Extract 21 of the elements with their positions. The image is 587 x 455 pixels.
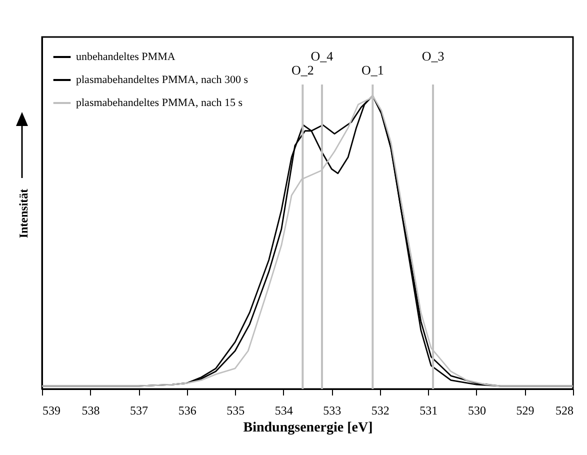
legend-label: unbehandeltes PMMA	[76, 51, 176, 63]
x-tick-label: 528	[556, 404, 574, 418]
x-tick-label: 537	[130, 404, 148, 418]
x-tick-label: 530	[468, 404, 486, 418]
x-tick-label: 533	[323, 404, 342, 418]
legend-label: plasmabehandeltes PMMA, nach 15 s	[76, 97, 242, 109]
x-tick-label: 538	[82, 404, 100, 418]
x-tick-label: 535	[226, 404, 245, 418]
x-tick-label: 529	[516, 404, 534, 418]
x-tick-label: 534	[274, 404, 293, 418]
ref-line-label: O_2	[291, 62, 314, 78]
ref-line-label: O_1	[361, 62, 384, 78]
ref-line-label: O_4	[310, 48, 334, 64]
x-axis-title: Bindungsenergie [eV]	[243, 420, 373, 436]
ref-line-label: O_3	[422, 48, 444, 64]
x-tick-label: 532	[371, 404, 390, 418]
x-tick-label: 539	[42, 404, 60, 418]
legend-label: plasmabehandeltes PMMA, nach 300 s	[76, 74, 248, 86]
x-tick-label: 536	[178, 404, 196, 418]
x-tick-label: 531	[420, 404, 438, 418]
y-axis-title: Intensität	[16, 188, 30, 238]
